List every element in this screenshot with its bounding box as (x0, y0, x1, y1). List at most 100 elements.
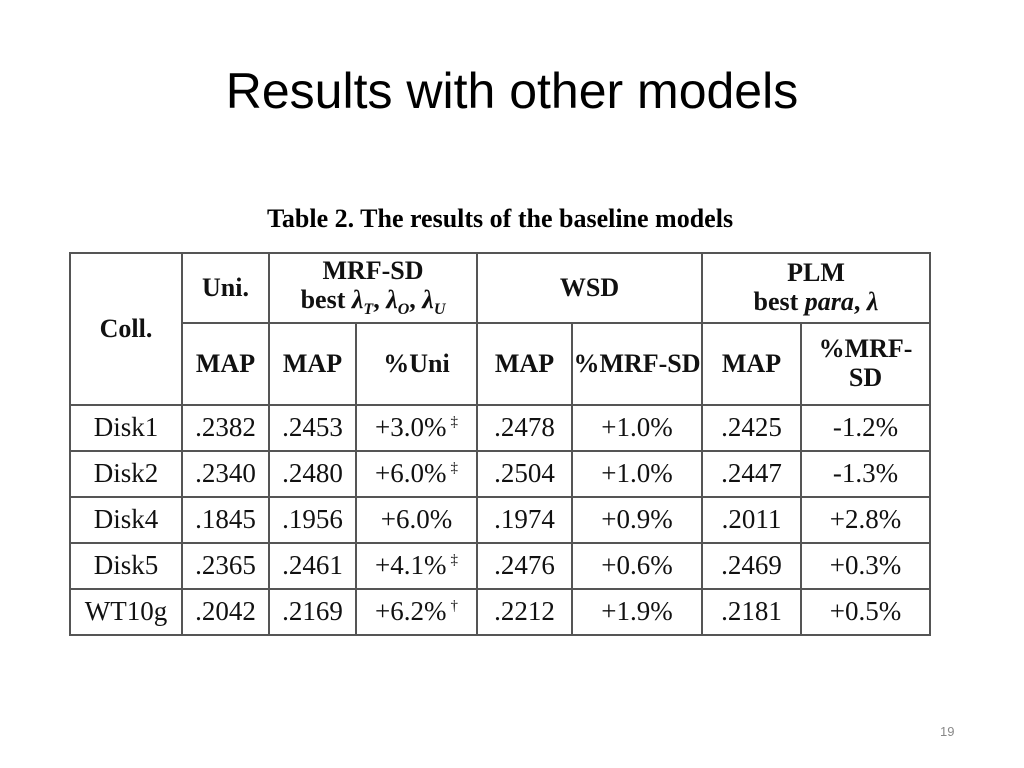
subheader-cell: MAP (181, 322, 270, 406)
table-row: Disk4 .1845 .1956 +6.0% .1974 +0.9% .2011 +2.8% (69, 496, 931, 544)
table-cell: +0.3% (800, 542, 931, 590)
math-symbol: λ (386, 284, 398, 314)
cell-text: Disk1 (93, 412, 159, 443)
cell-text: +2.8% (829, 504, 902, 535)
cell-text: .2461 (282, 550, 343, 581)
table-cell: Disk1 (69, 404, 183, 452)
table-cell: .2011 (701, 496, 802, 544)
cell-text: +0.5% (829, 596, 902, 627)
cell-text: +6.0% (380, 504, 453, 535)
separator: , (853, 287, 861, 316)
subheader-cell: MAP (476, 322, 573, 406)
table-cell: +0.5% (800, 588, 931, 636)
header-cell: Uni. (181, 252, 270, 324)
math-symbol: λ (866, 287, 879, 316)
table-cell: .2469 (701, 542, 802, 590)
math-symbol: λ (422, 284, 434, 314)
table-row: Disk2 .2340 .2480 +6.0% ‡ .2504 +1.0% .2447 -1.3… (69, 450, 931, 498)
cell-text: .2169 (282, 596, 343, 627)
cell-text: +6.0% (375, 458, 447, 489)
cell-text: +3.0% (375, 412, 447, 443)
math-subscript: T (363, 301, 374, 319)
table-cell: .2212 (476, 588, 573, 636)
table-cell: +3.0% ‡ (355, 404, 478, 452)
separator: , (373, 284, 380, 314)
subheader-cell: %MRF-SD (571, 322, 703, 406)
table-cell: +0.9% (571, 496, 703, 544)
table-cell: WT10g (69, 588, 183, 636)
table-caption: Table 2. The results of the baseline mod… (266, 204, 734, 233)
cell-text: Disk4 (93, 504, 159, 535)
cell-text: Disk5 (93, 550, 159, 581)
header-cell: MRF-SD best λT, λO, λU (268, 252, 478, 324)
separator: , (409, 284, 416, 314)
table-cell: .2169 (268, 588, 357, 636)
cell-text: .2469 (721, 550, 782, 581)
slide-title: Results with other models (225, 63, 799, 119)
cell-text: .2382 (195, 412, 256, 443)
cell-text: Disk2 (93, 458, 159, 489)
table-cell: .2478 (476, 404, 573, 452)
cell-text: WT10g (84, 596, 168, 627)
table-cell: +1.0% (571, 404, 703, 452)
cell-text: .2181 (721, 596, 782, 627)
table-cell: Disk2 (69, 450, 183, 498)
significance-mark: ‡ (450, 552, 458, 569)
subheader-cell: %MRF-SD (800, 322, 931, 406)
cell-text: .2476 (494, 550, 555, 581)
cell-text: .2011 (721, 504, 782, 535)
cell-text: .2365 (195, 550, 256, 581)
table-cell: .2365 (181, 542, 270, 590)
cell-text: +4.1% (375, 550, 447, 581)
subheader-cell: %Uni (355, 322, 478, 406)
table-cell: .2504 (476, 450, 573, 498)
table-cell: .2447 (701, 450, 802, 498)
cell-text: +0.3% (829, 550, 902, 581)
header-line: best para, λ (703, 287, 929, 317)
cell-text: .1974 (494, 504, 555, 535)
table-cell: -1.3% (800, 450, 931, 498)
math-symbol: λ (351, 284, 364, 314)
cell-text: .2453 (282, 412, 343, 443)
table-cell: .1845 (181, 496, 270, 544)
significance-mark: ‡ (450, 460, 458, 477)
cell-text: +0.6% (601, 550, 673, 581)
table-cell: .2425 (701, 404, 802, 452)
table-cell: +6.2% † (355, 588, 478, 636)
page-number: 19 (940, 724, 955, 739)
table-cell: +0.6% (571, 542, 703, 590)
cell-text: +1.0% (601, 412, 673, 443)
significance-mark: ‡ (450, 414, 458, 431)
table-cell: .2480 (268, 450, 357, 498)
math-subscript: U (433, 301, 446, 319)
header-cell: PLM best para, λ (701, 252, 931, 324)
cell-text: -1.3% (832, 458, 899, 489)
cell-text: .2504 (494, 458, 555, 489)
cell-text: .2425 (721, 412, 782, 443)
table-row: WT10g .2042 .2169 +6.2% † .2212 +1.9% .2181 +0.5… (69, 588, 931, 636)
cell-text: .2480 (282, 458, 343, 489)
table-cell: .1956 (268, 496, 357, 544)
math-subscript: O (397, 301, 410, 319)
subheader-row: MAP MAP %Uni MAP %MRF-SD MAP %MRF-SD (70, 322, 931, 406)
header-cell: Coll. (69, 252, 183, 406)
header-prefix: best (753, 287, 799, 316)
cell-text: .2447 (721, 458, 782, 489)
table-cell: .2340 (181, 450, 270, 498)
table-row: Disk1 .2382 .2453 +3.0% ‡ .2478 +1.0% .2425 -1.2… (69, 404, 931, 452)
cell-text: -1.2% (832, 412, 899, 443)
cell-text: +6.2% (375, 596, 447, 627)
table-cell: +6.0% ‡ (355, 450, 478, 498)
cell-text: +0.9% (601, 504, 673, 535)
header-line: best λT, λO, λU (270, 284, 476, 319)
header-line: PLM (787, 258, 845, 288)
header-prefix: best (300, 284, 346, 314)
subheader-cell: MAP (701, 322, 802, 406)
significance-mark: † (450, 598, 458, 615)
table-row: Disk5 .2365 .2461 +4.1% ‡ .2476 +0.6% .2469 +0.3… (69, 542, 931, 590)
table-cell: +1.9% (571, 588, 703, 636)
header-row: Coll. Uni. MRF-SD best λT, λO, λU WSD PL… (69, 252, 931, 406)
table-cell: -1.2% (800, 404, 931, 452)
cell-text: .2340 (195, 458, 256, 489)
table-cell: .2461 (268, 542, 357, 590)
